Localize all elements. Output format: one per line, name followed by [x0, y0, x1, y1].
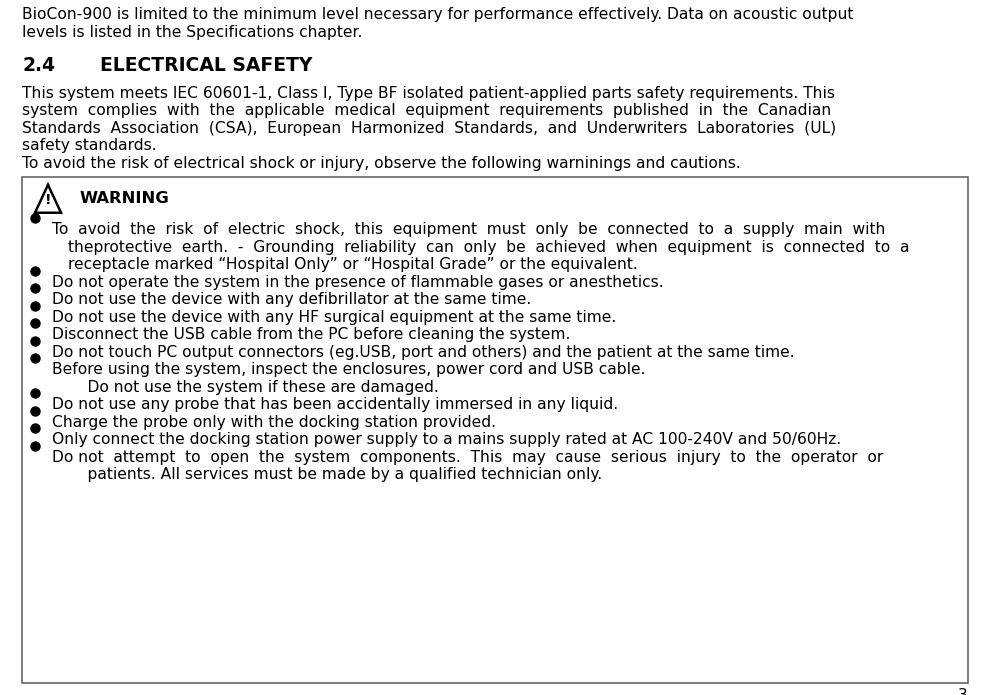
Text: Before using the system, inspect the enclosures, power cord and USB cable.: Before using the system, inspect the enc… [52, 362, 645, 377]
Text: levels is listed in the Specifications chapter.: levels is listed in the Specifications c… [22, 24, 363, 40]
Text: Do not use the device with any defibrillator at the same time.: Do not use the device with any defibrill… [52, 293, 532, 307]
Text: system  complies  with  the  applicable  medical  equipment  requirements  publi: system complies with the applicable medi… [22, 104, 831, 118]
Text: safety standards.: safety standards. [22, 138, 157, 154]
Text: theprotective  earth.  -  Grounding  reliability  can  only  be  achieved  when : theprotective earth. - Grounding reliabi… [68, 240, 910, 255]
Text: To  avoid  the  risk  of  electric  shock,  this  equipment  must  only  be  con: To avoid the risk of electric shock, thi… [52, 222, 885, 237]
Text: To avoid the risk of electrical shock or injury, observe the following warnining: To avoid the risk of electrical shock or… [22, 156, 741, 171]
Text: Do not use any probe that has been accidentally immersed in any liquid.: Do not use any probe that has been accid… [52, 398, 618, 412]
Text: Do not operate the system in the presence of flammable gases or anesthetics.: Do not operate the system in the presenc… [52, 275, 664, 290]
Text: Do not use the system if these are damaged.: Do not use the system if these are damag… [68, 379, 439, 395]
Text: Charge the probe only with the docking station provided.: Charge the probe only with the docking s… [52, 415, 496, 430]
Text: !: ! [44, 193, 51, 207]
Text: Only connect the docking station power supply to a mains supply rated at AC 100-: Only connect the docking station power s… [52, 432, 841, 448]
Text: Do not touch PC output connectors (eg.USB, port and others) and the patient at t: Do not touch PC output connectors (eg.US… [52, 345, 794, 360]
FancyBboxPatch shape [22, 177, 968, 683]
Text: This system meets IEC 60601-1, Class I, Type BF isolated patient-applied parts s: This system meets IEC 60601-1, Class I, … [22, 85, 835, 101]
Text: WARNING: WARNING [80, 190, 170, 206]
Text: 3: 3 [958, 688, 968, 695]
Text: Disconnect the USB cable from the PC before cleaning the system.: Disconnect the USB cable from the PC bef… [52, 327, 570, 342]
Text: receptacle marked “Hospital Only” or “Hospital Grade” or the equivalent.: receptacle marked “Hospital Only” or “Ho… [68, 257, 637, 272]
Text: Do not  attempt  to  open  the  system  components.  This  may  cause  serious  : Do not attempt to open the system compon… [52, 450, 883, 465]
Text: patients. All services must be made by a qualified technician only.: patients. All services must be made by a… [68, 467, 602, 482]
Text: ELECTRICAL SAFETY: ELECTRICAL SAFETY [100, 56, 312, 75]
Text: Standards  Association  (CSA),  European  Harmonized  Standards,  and  Underwrit: Standards Association (CSA), European Ha… [22, 121, 836, 136]
Text: 2.4: 2.4 [22, 56, 55, 75]
Text: Do not use the device with any HF surgical equipment at the same time.: Do not use the device with any HF surgic… [52, 310, 617, 325]
Text: BioCon-900 is limited to the minimum level necessary for performance effectively: BioCon-900 is limited to the minimum lev… [22, 7, 854, 22]
